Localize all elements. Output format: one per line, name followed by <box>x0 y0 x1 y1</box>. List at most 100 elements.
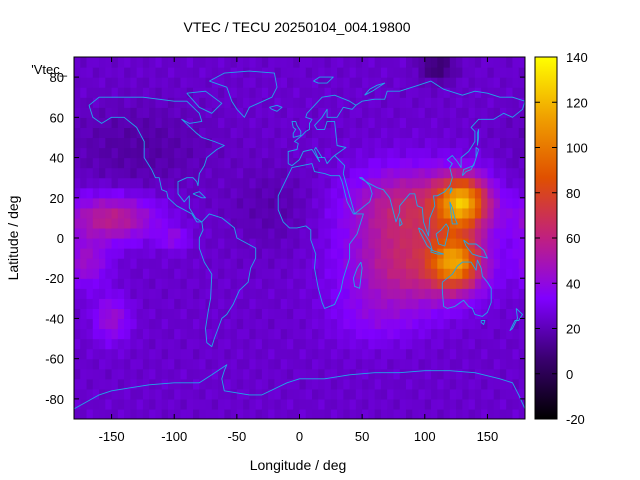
heatmap-cell <box>205 258 213 269</box>
heatmap-cell <box>462 177 470 189</box>
heatmap-cell <box>368 87 376 98</box>
heatmap-cell <box>86 67 94 78</box>
heatmap-cell <box>130 288 138 299</box>
heatmap-cell <box>368 328 376 340</box>
heatmap-cell <box>124 348 131 360</box>
heatmap-cell <box>299 167 307 179</box>
heatmap-cell <box>74 318 81 330</box>
heatmap-cell <box>286 248 294 259</box>
heatmap-cell <box>268 167 276 179</box>
heatmap-cell <box>117 268 125 279</box>
heatmap-cell <box>142 107 150 118</box>
heatmap-cell <box>99 238 106 249</box>
heatmap-cell <box>117 127 125 139</box>
heatmap-cell <box>468 57 476 68</box>
heatmap-cell <box>437 348 445 360</box>
x-tick-label: -50 <box>227 429 246 444</box>
heatmap-cell <box>355 318 363 330</box>
heatmap-cell <box>343 248 351 259</box>
heatmap-cell <box>343 258 351 269</box>
heatmap-cell <box>161 107 169 118</box>
heatmap-cell <box>136 268 144 279</box>
heatmap-cell <box>186 338 194 350</box>
heatmap-cell <box>280 227 288 239</box>
heatmap-cell <box>155 338 163 350</box>
heatmap-cell <box>456 127 463 139</box>
heatmap-cell <box>249 137 257 149</box>
heatmap-cell <box>449 157 457 169</box>
heatmap-cell <box>236 298 244 309</box>
heatmap-cell <box>468 408 476 419</box>
heatmap-cell <box>431 388 438 400</box>
heatmap-cell <box>274 77 282 88</box>
heatmap-cell <box>387 187 395 199</box>
heatmap-cell <box>368 238 376 249</box>
heatmap-cell <box>387 57 395 68</box>
heatmap-cell <box>362 137 369 149</box>
heatmap-cell <box>474 298 482 309</box>
heatmap-cell <box>506 338 514 350</box>
heatmap-cell <box>92 288 100 299</box>
heatmap-cell <box>92 107 100 118</box>
heatmap-cell <box>474 197 482 209</box>
heatmap-cell <box>474 147 482 159</box>
heatmap-cell <box>405 127 413 139</box>
heatmap-cell <box>449 278 457 289</box>
heatmap-cell <box>236 358 244 370</box>
heatmap-cell <box>80 288 88 299</box>
heatmap-cell <box>293 398 301 410</box>
heatmap-cell <box>424 97 432 108</box>
heatmap-cell <box>280 167 288 179</box>
heatmap-cell <box>130 398 138 410</box>
heatmap-cell <box>136 197 144 209</box>
heatmap-cell <box>474 137 482 149</box>
heatmap-cell <box>299 248 307 259</box>
heatmap-cell <box>512 57 520 68</box>
heatmap-cell <box>86 398 94 410</box>
heatmap-cell <box>518 328 525 340</box>
heatmap-cell <box>74 388 81 400</box>
heatmap-cell <box>74 187 81 199</box>
heatmap-cell <box>456 408 463 419</box>
y-tick-label: 0 <box>57 231 64 246</box>
heatmap-cell <box>374 197 382 209</box>
heatmap-cell <box>261 328 269 340</box>
heatmap-cell <box>412 408 420 419</box>
heatmap-cell <box>186 107 194 118</box>
heatmap-cell <box>230 408 238 419</box>
heatmap-cell <box>105 318 113 330</box>
heatmap-cell <box>249 298 257 309</box>
heatmap-cell <box>155 408 163 419</box>
heatmap-cell <box>230 348 238 360</box>
heatmap-cell <box>424 137 432 149</box>
heatmap-cell <box>512 258 520 269</box>
heatmap-cell <box>136 368 144 380</box>
heatmap-cell <box>99 298 106 309</box>
heatmap-cell <box>80 107 88 118</box>
heatmap-cell <box>393 308 401 320</box>
heatmap-cell <box>343 57 351 68</box>
heatmap-cell <box>136 348 144 360</box>
heatmap-cell <box>211 288 219 299</box>
heatmap-cell <box>380 408 388 419</box>
heatmap-cell <box>211 388 219 400</box>
heatmap-cell <box>343 328 351 340</box>
heatmap-cell <box>211 157 219 169</box>
heatmap-cell <box>431 67 438 78</box>
heatmap-cell <box>193 328 200 340</box>
heatmap-cell <box>193 67 200 78</box>
heatmap-cell <box>236 157 244 169</box>
heatmap-cell <box>481 77 489 88</box>
heatmap-cell <box>230 117 238 128</box>
heatmap-cell <box>211 147 219 159</box>
heatmap-cell <box>337 358 344 370</box>
heatmap-cell <box>418 298 426 309</box>
heatmap-cell <box>512 197 520 209</box>
heatmap-cell <box>261 57 269 68</box>
y-tick-label: 40 <box>50 151 64 166</box>
heatmap-cell <box>387 137 395 149</box>
heatmap-cell <box>186 268 194 279</box>
heatmap-cell <box>456 87 463 98</box>
heatmap-cell <box>481 217 489 229</box>
heatmap-cell <box>224 97 232 108</box>
